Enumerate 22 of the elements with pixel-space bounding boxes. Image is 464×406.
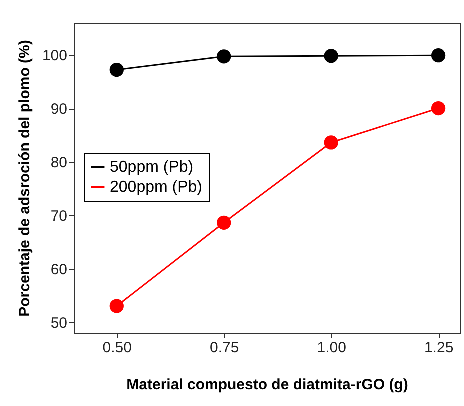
x-tick-label: 1.00 bbox=[317, 340, 346, 356]
point bbox=[217, 50, 232, 64]
legend-label: 200ppm (Pb) bbox=[110, 179, 202, 196]
y-tick-label: 100 bbox=[42, 48, 68, 65]
point bbox=[217, 216, 232, 230]
point bbox=[431, 48, 446, 63]
x-tick-label: 0.50 bbox=[102, 340, 132, 356]
y-tick-label: 90 bbox=[50, 101, 68, 118]
y-tick-label: 70 bbox=[50, 208, 68, 225]
y-tick-label: 50 bbox=[50, 314, 68, 332]
point bbox=[324, 136, 338, 150]
point bbox=[110, 62, 124, 78]
x-axis-title: Material compuesto de diatmita-rGO (g) bbox=[126, 376, 408, 394]
y-axis-title: Porcentaje de adsroción del plomo (%) bbox=[16, 40, 34, 317]
legend-label: 50ppm (Pb) bbox=[110, 159, 194, 176]
point bbox=[324, 49, 338, 64]
point bbox=[110, 299, 124, 314]
y-tick-label: 80 bbox=[50, 154, 68, 172]
y-tick-label: 60 bbox=[50, 261, 68, 278]
x-tick-label: 1.25 bbox=[424, 340, 454, 356]
point bbox=[431, 101, 446, 116]
x-tick-label: 0.75 bbox=[210, 340, 240, 356]
